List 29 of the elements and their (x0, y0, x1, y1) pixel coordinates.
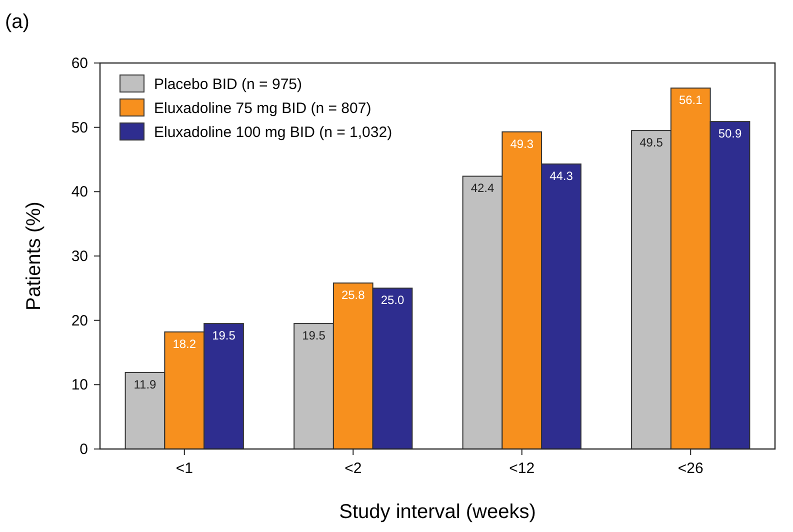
data-label: 25.0 (380, 293, 404, 308)
y-tick-label: 20 (71, 312, 88, 330)
y-tick-label: 10 (71, 376, 88, 394)
data-label: 49.5 (640, 136, 664, 150)
x-tick-label: <12 (509, 460, 535, 477)
legend-label: Eluxadoline 100 mg BID (n = 1,032) (154, 124, 392, 141)
x-tick-label: <1 (176, 460, 193, 477)
y-tick-label: 50 (71, 119, 88, 136)
data-label: 25.8 (341, 288, 366, 302)
x-tick-label: <2 (344, 460, 362, 477)
y-axis-title: Patients (%) (23, 202, 45, 310)
data-label: 19.5 (302, 328, 326, 343)
data-label: 18.2 (172, 336, 196, 351)
y-tick-label: 40 (71, 184, 88, 201)
legend-label: Eluxadoline 75 mg BID (n = 807) (154, 100, 372, 117)
y-tick-label: 30 (71, 248, 88, 265)
data-label: 19.5 (212, 328, 236, 343)
legend-label: Placebo BID (n = 975) (154, 76, 302, 93)
data-label: 42.4 (470, 181, 494, 196)
data-label: 49.3 (510, 136, 534, 151)
data-label: 50.9 (718, 126, 742, 141)
data-label: 56.1 (678, 93, 703, 108)
chart-title: (a) (5, 11, 30, 33)
y-tick-label: 0 (80, 441, 88, 458)
data-label: 44.3 (550, 169, 574, 184)
x-axis-title: Study interval (weeks) (339, 501, 536, 523)
data-label: 11.9 (134, 377, 157, 392)
y-tick-label: 60 (71, 55, 88, 72)
x-tick-label: <26 (678, 460, 704, 477)
